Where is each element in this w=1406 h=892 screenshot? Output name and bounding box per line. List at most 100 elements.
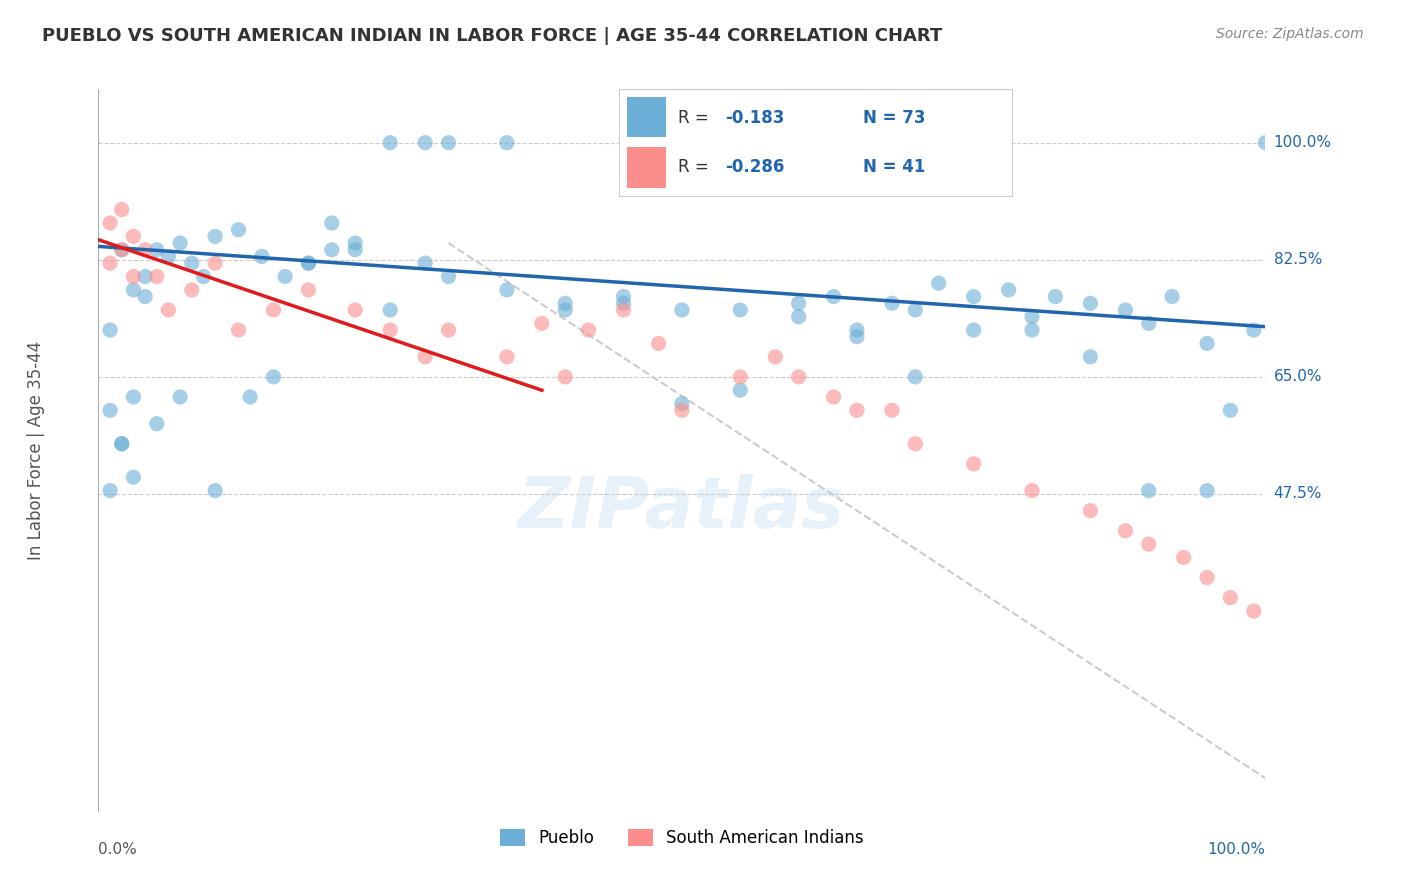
- Point: [180, 256, 202, 270]
- Point: [787, 296, 810, 310]
- Point: [146, 417, 169, 431]
- Point: [239, 390, 262, 404]
- Point: [1161, 289, 1184, 303]
- Point: [413, 136, 436, 150]
- Point: [413, 256, 436, 270]
- Point: [530, 317, 553, 331]
- Point: [169, 390, 191, 404]
- Text: In Labor Force | Age 35-44: In Labor Force | Age 35-44: [27, 341, 45, 560]
- Text: 0.0%: 0.0%: [98, 842, 138, 857]
- Text: N = 41: N = 41: [863, 159, 925, 177]
- Text: ZIPatlas: ZIPatlas: [519, 474, 845, 542]
- Bar: [627, 96, 666, 137]
- Point: [613, 296, 636, 310]
- Point: [1114, 524, 1136, 538]
- Point: [496, 350, 519, 364]
- Point: [437, 323, 460, 337]
- Point: [297, 256, 319, 270]
- Point: [730, 384, 752, 398]
- Point: [134, 269, 156, 284]
- Text: PUEBLO VS SOUTH AMERICAN INDIAN IN LABOR FORCE | AGE 35-44 CORRELATION CHART: PUEBLO VS SOUTH AMERICAN INDIAN IN LABOR…: [42, 27, 942, 45]
- Point: [846, 330, 869, 344]
- Point: [880, 403, 903, 417]
- Point: [344, 243, 367, 257]
- Point: [98, 483, 121, 498]
- Point: [111, 243, 134, 257]
- Point: [962, 323, 984, 337]
- Point: [204, 229, 226, 244]
- Point: [274, 269, 297, 284]
- Point: [321, 216, 343, 230]
- Point: [904, 369, 927, 384]
- Point: [496, 283, 519, 297]
- Bar: [627, 147, 666, 187]
- Text: R =: R =: [678, 159, 714, 177]
- Point: [1137, 317, 1160, 331]
- Text: 65.0%: 65.0%: [1274, 369, 1322, 384]
- Point: [122, 269, 145, 284]
- Point: [122, 229, 145, 244]
- Text: 82.5%: 82.5%: [1274, 252, 1322, 268]
- Point: [647, 336, 669, 351]
- Point: [730, 369, 752, 384]
- Point: [380, 136, 402, 150]
- Legend: Pueblo, South American Indians: Pueblo, South American Indians: [494, 822, 870, 854]
- Point: [613, 289, 636, 303]
- Point: [297, 256, 319, 270]
- Point: [437, 136, 460, 150]
- Point: [1021, 323, 1043, 337]
- Point: [962, 457, 984, 471]
- Point: [1080, 350, 1102, 364]
- Point: [146, 269, 169, 284]
- Text: 47.5%: 47.5%: [1274, 486, 1322, 501]
- Point: [297, 283, 319, 297]
- Text: N = 73: N = 73: [863, 109, 925, 127]
- Point: [122, 470, 145, 484]
- Point: [1173, 550, 1195, 565]
- Point: [787, 369, 810, 384]
- Point: [98, 323, 121, 337]
- Point: [1021, 483, 1043, 498]
- Point: [578, 323, 600, 337]
- Point: [98, 256, 121, 270]
- Point: [1114, 303, 1136, 318]
- Text: Source: ZipAtlas.com: Source: ZipAtlas.com: [1216, 27, 1364, 41]
- Point: [962, 289, 984, 303]
- Point: [1080, 296, 1102, 310]
- Point: [1195, 336, 1218, 351]
- Point: [763, 350, 786, 364]
- Point: [1021, 310, 1043, 324]
- Point: [928, 277, 950, 291]
- Point: [413, 350, 436, 364]
- Point: [671, 403, 693, 417]
- Point: [846, 403, 869, 417]
- Point: [98, 403, 121, 417]
- Text: 100.0%: 100.0%: [1208, 842, 1265, 857]
- Point: [122, 390, 145, 404]
- Point: [1219, 403, 1241, 417]
- Point: [228, 323, 250, 337]
- Point: [204, 483, 226, 498]
- Point: [250, 250, 273, 264]
- Point: [613, 303, 636, 318]
- Point: [730, 303, 752, 318]
- Text: -0.286: -0.286: [725, 159, 785, 177]
- Point: [554, 303, 576, 318]
- Point: [111, 436, 134, 450]
- Point: [1080, 503, 1102, 517]
- Point: [157, 303, 180, 318]
- Point: [180, 283, 202, 297]
- Point: [344, 236, 367, 251]
- Point: [496, 136, 519, 150]
- Point: [1243, 604, 1265, 618]
- Point: [262, 369, 284, 384]
- Point: [823, 289, 845, 303]
- Point: [228, 223, 250, 237]
- Point: [1137, 537, 1160, 551]
- Point: [98, 216, 121, 230]
- Point: [554, 296, 576, 310]
- Point: [880, 296, 903, 310]
- Point: [321, 243, 343, 257]
- Point: [1195, 483, 1218, 498]
- Point: [111, 202, 134, 217]
